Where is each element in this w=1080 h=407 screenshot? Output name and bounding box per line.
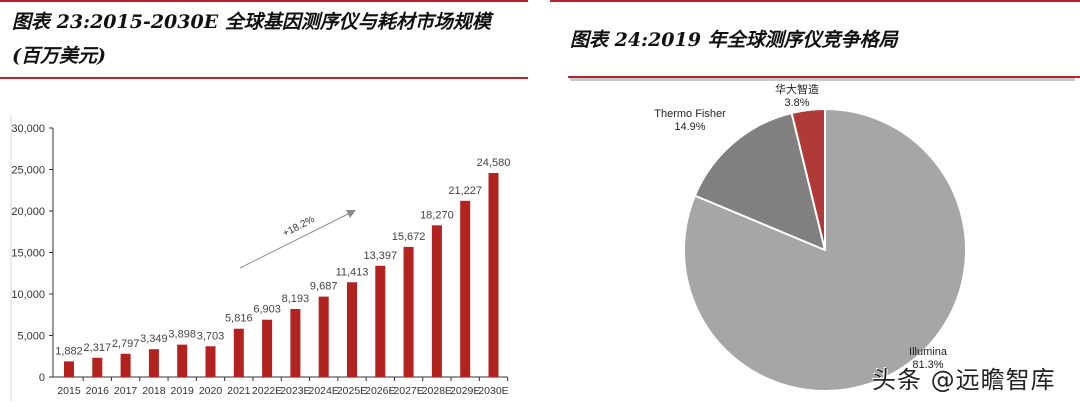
pie-slice-thermo-fisher xyxy=(693,112,826,251)
bar-value-label: 3,703 xyxy=(197,330,225,342)
bar-value-label: 1,882 xyxy=(55,345,83,357)
x-tick-label: 2026E xyxy=(365,385,395,397)
top-rule xyxy=(0,0,528,2)
x-tick-label: 2016 xyxy=(86,385,110,397)
x-tick-label: 2028E xyxy=(422,385,452,397)
bar-2029E xyxy=(460,200,471,377)
slice-name: 华大智造 xyxy=(775,82,819,96)
bar-value-label: 5,816 xyxy=(225,313,253,325)
top-rule-right xyxy=(550,0,1080,2)
watermark: 头条 @远瞻智库 xyxy=(872,366,1056,394)
bar-2026E xyxy=(375,265,386,377)
x-tick-label: 2027E xyxy=(393,385,423,397)
slice-percent: 81.3% xyxy=(912,359,943,371)
slice-percent: 3.8% xyxy=(784,97,809,109)
pie-slice-华大智造 xyxy=(790,108,826,251)
y-tick-label: 20,000 xyxy=(11,206,45,218)
x-tick-label: 2022E xyxy=(252,385,282,397)
slice-name: Thermo Fisher xyxy=(654,108,726,120)
bar-value-label: 2,797 xyxy=(112,338,140,350)
bar-value-label: 3,349 xyxy=(140,333,168,345)
bar-2030E xyxy=(488,172,499,377)
x-tick-label: 2015 xyxy=(57,385,81,397)
y-tick-label: 5,000 xyxy=(17,331,45,343)
bar-2016 xyxy=(92,357,103,377)
x-tick-label: 2019 xyxy=(171,385,195,397)
x-tick-label: 2018 xyxy=(142,385,166,397)
bar-2019 xyxy=(177,344,188,377)
slice-name: Illumina xyxy=(909,346,948,358)
x-tick-label: 2024E xyxy=(309,385,339,397)
arrow-head-icon xyxy=(346,210,356,218)
y-tick-label: 25,000 xyxy=(11,165,45,177)
bar-value-label: 9,687 xyxy=(310,281,338,293)
bar-2015 xyxy=(64,361,74,377)
bar-value-label: 11,413 xyxy=(336,266,369,278)
bar-value-label: 24,580 xyxy=(477,157,511,169)
bar-value-label: 6,903 xyxy=(253,304,281,316)
x-tick-label: 2023E xyxy=(280,385,310,397)
bar-2017 xyxy=(120,353,131,377)
bar-2024E xyxy=(318,296,329,377)
title-bottom-rule-right xyxy=(568,76,1080,78)
bar-2025E xyxy=(347,282,357,377)
bar-value-label: 3,898 xyxy=(168,329,196,341)
right-panel: 图表 24:2019 年全球测序仪竞争格局 xyxy=(550,0,1080,407)
bar-chart-title-line2: (百万美元) xyxy=(12,45,106,67)
y-tick-label: 10,000 xyxy=(11,289,45,301)
bar-2018 xyxy=(148,349,159,377)
x-tick-label: 2020 xyxy=(199,385,223,397)
bar-value-label: 18,270 xyxy=(420,209,454,221)
bar-2020 xyxy=(205,346,216,377)
bar-value-label: 8,193 xyxy=(282,293,310,305)
bar-2027E xyxy=(403,246,414,377)
y-tick-label: 15,000 xyxy=(11,248,45,260)
title-rule-shadow xyxy=(570,78,1075,81)
bar-2022E xyxy=(262,319,273,377)
bar-value-label: 2,317 xyxy=(84,342,112,354)
x-tick-label: 2021 xyxy=(227,385,251,397)
x-tick-label: 2025E xyxy=(337,385,367,397)
bar-2028E xyxy=(431,225,442,377)
x-tick-label: 2017 xyxy=(114,385,138,397)
x-tick-label: 2030E xyxy=(478,385,508,397)
bar-value-label: 21,227 xyxy=(448,185,482,197)
left-panel: 图表 23:2015-2030E 全球基因测序仪与耗材市场规模 (百万美元) 0… xyxy=(0,0,530,407)
x-tick-label: 2029E xyxy=(450,385,480,397)
growth-arrow xyxy=(239,210,356,269)
bar-chart-title-line1: 图表 23:2015-2030E 全球基因测序仪与耗材市场规模 xyxy=(12,11,491,33)
pie-chart-title: 图表 24:2019 年全球测序仪竞争格局 xyxy=(570,29,898,51)
bar-chart: 0 5,000 10,000 15,000 20,000 25,000 30,000 1,88… xyxy=(10,114,511,402)
slice-percent: 14.9% xyxy=(674,121,705,133)
y-tick-label: 0 xyxy=(39,372,45,384)
bar-2021 xyxy=(233,328,244,377)
bar-value-label: 15,672 xyxy=(392,231,426,243)
bar-value-label: 13,397 xyxy=(363,250,397,262)
y-tick-label: 30,000 xyxy=(11,123,45,135)
bar-2023E xyxy=(290,308,301,377)
title-bottom-rule xyxy=(0,77,528,79)
